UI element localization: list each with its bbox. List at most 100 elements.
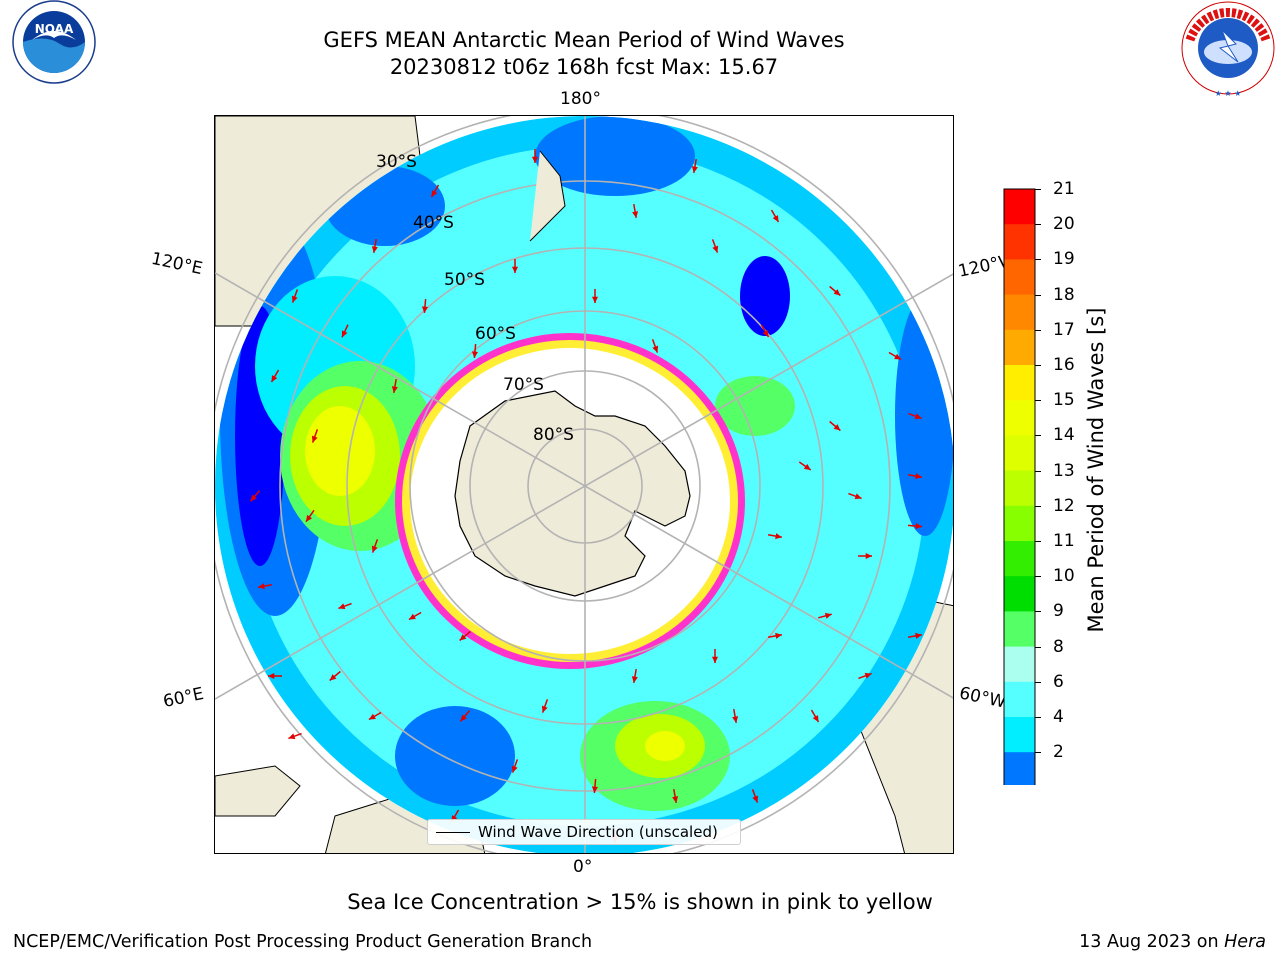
- wave-direction-arrowhead: [824, 612, 832, 619]
- colorbar-segment: [1004, 752, 1035, 785]
- colorbar-tick-mark: [1035, 611, 1041, 613]
- wave-direction-arrowhead: [652, 345, 659, 353]
- new-zealand-land: [529, 150, 566, 242]
- wave-direction-arrowhead: [291, 295, 298, 303]
- wave-direction-arrowhead: [732, 716, 739, 723]
- lon-label-60e: 60°E: [161, 683, 206, 713]
- wave-direction-arrowhead: [421, 306, 428, 313]
- wave-direction-arrowhead: [329, 674, 337, 681]
- wave-direction-arrowhead: [833, 424, 841, 431]
- wave-direction-arrowhead: [288, 733, 296, 740]
- wave-direction-arrowhead: [459, 634, 467, 641]
- wave-direction-arrowhead: [915, 632, 922, 639]
- colorbar-segment: [1004, 400, 1035, 436]
- wave-direction-arrowhead: [672, 796, 679, 803]
- wave-direction-arrowhead: [772, 215, 779, 223]
- colorbar-tick-mark: [1035, 576, 1041, 578]
- colorbar-tick-label: 10: [1053, 566, 1075, 587]
- wave-direction-arrowhead: [341, 330, 348, 338]
- colorbar-tick-mark: [1035, 470, 1041, 472]
- colorbar-segment: [1004, 189, 1035, 225]
- colorbar-tick-label: 4: [1053, 707, 1064, 727]
- wave-direction-arrowhead: [775, 632, 782, 639]
- wave-direction-arrowhead: [391, 386, 398, 393]
- wave-direction-arrowhead: [591, 786, 598, 793]
- footer-branch: NCEP/EMC/Verification Post Processing Pr…: [13, 932, 593, 952]
- wave-direction-arrowhead: [752, 795, 759, 803]
- colorbar-tick-label: 17: [1053, 319, 1075, 340]
- graticule: [215, 116, 953, 853]
- wave-direction-arrowhead: [631, 676, 638, 683]
- colorbar-tick-mark: [1035, 541, 1041, 542]
- colorbar-segment: [1004, 329, 1035, 366]
- wave-direction-arrowhead: [865, 552, 872, 560]
- colorbar-segment: [1004, 646, 1035, 683]
- nws-logo: ★ ★ ★: [1181, 1, 1275, 98]
- legend-line-swatch: [436, 832, 470, 833]
- colorbar-segment: [1004, 470, 1035, 507]
- colorbar-tick-label: 16: [1053, 355, 1075, 375]
- wave-direction-arrowhead: [712, 245, 719, 253]
- legend-label: Wind Wave Direction (unscaled): [478, 823, 718, 841]
- colorbar-tick-label: 21: [1053, 179, 1075, 199]
- lon-label-120e: 120°E: [149, 248, 205, 280]
- colorbar-tick-label: 13: [1053, 460, 1075, 481]
- colorbar-tick-mark: [1035, 752, 1041, 754]
- wave-direction-arrowhead: [471, 351, 478, 358]
- wave-direction-arrowhead: [711, 656, 719, 663]
- wave-direction-arrowhead: [833, 289, 841, 296]
- polar-map: [214, 115, 954, 854]
- colorbar-tick-label: 9: [1053, 601, 1064, 622]
- wave-direction-arrowhead: [812, 715, 819, 723]
- colorbar-tick-mark: [1035, 400, 1041, 402]
- wave-direction-arrowhead: [268, 672, 275, 680]
- colorbar-segment: [1004, 435, 1035, 472]
- wave-direction-arrowhead: [311, 435, 318, 443]
- lat-label-80s: 80°S: [533, 425, 574, 445]
- lon-label-180: 180°: [560, 89, 601, 109]
- lat-label-70s: 70°S: [503, 375, 544, 395]
- colorbar-label: Mean Period of Wind Waves [s]: [1084, 307, 1108, 633]
- sea-ice-note: Sea Ice Concentration > 15% is shown in …: [347, 890, 933, 914]
- colorbar-segment: [1004, 576, 1035, 612]
- colorbar-segment: [1004, 224, 1035, 260]
- colorbar-tick-mark: [1035, 224, 1041, 226]
- wave-direction-arrowhead: [915, 523, 922, 530]
- colorbar-segment: [1004, 505, 1035, 542]
- colorbar-segment: [1004, 541, 1035, 577]
- wave-direction-arrowhead: [305, 514, 313, 522]
- colorbar-tick-label: 15: [1053, 390, 1075, 411]
- wave-direction-arrowhead: [803, 463, 811, 471]
- footer-date: 13 Aug 2023 on Hera: [1079, 932, 1266, 952]
- colorbar-tick-mark: [1035, 189, 1041, 190]
- colorbar-tick-label: 14: [1053, 425, 1075, 446]
- colorbar-tick-label: 8: [1053, 636, 1064, 657]
- colorbar-tick-mark: [1035, 365, 1041, 366]
- colorbar-tick-mark: [1035, 717, 1041, 718]
- wave-direction-arrowhead: [511, 765, 518, 773]
- wave-direction-arrowhead: [894, 353, 902, 360]
- wave-direction-arrowhead: [864, 672, 872, 679]
- wave-direction-arrowhead: [338, 603, 346, 610]
- colorbar-tick-label: 18: [1053, 284, 1075, 305]
- colorbar-tick-label: 12: [1053, 495, 1075, 516]
- colorbar-segment: [1004, 611, 1035, 648]
- lat-label-60s: 60°S: [475, 324, 516, 344]
- colorbar-segment: [1004, 259, 1035, 296]
- noaa-logo: NOAA: [12, 0, 96, 84]
- colorbar-tick-label: 20: [1053, 214, 1075, 235]
- wave-direction-arrowhead: [632, 211, 639, 218]
- colorbar-tick-mark: [1035, 435, 1041, 437]
- colorbar-tick-label: 11: [1053, 531, 1075, 551]
- wave-direction-arrowhead: [460, 714, 467, 722]
- wave-direction-arrowhead: [368, 713, 376, 720]
- colorbar-tick-mark: [1035, 505, 1041, 507]
- colorbar-segment: [1004, 294, 1035, 331]
- map-legend: Wind Wave Direction (unscaled): [427, 819, 741, 845]
- colorbar-segment: [1004, 365, 1035, 401]
- map-title: GEFS MEAN Antarctic Mean Period of Wind …: [323, 28, 845, 52]
- wave-direction-arrowhead: [775, 533, 782, 540]
- wave-direction-arrowhead: [511, 266, 519, 273]
- wave-direction-arrowhead: [271, 375, 278, 383]
- wave-direction-arrowhead: [371, 545, 378, 553]
